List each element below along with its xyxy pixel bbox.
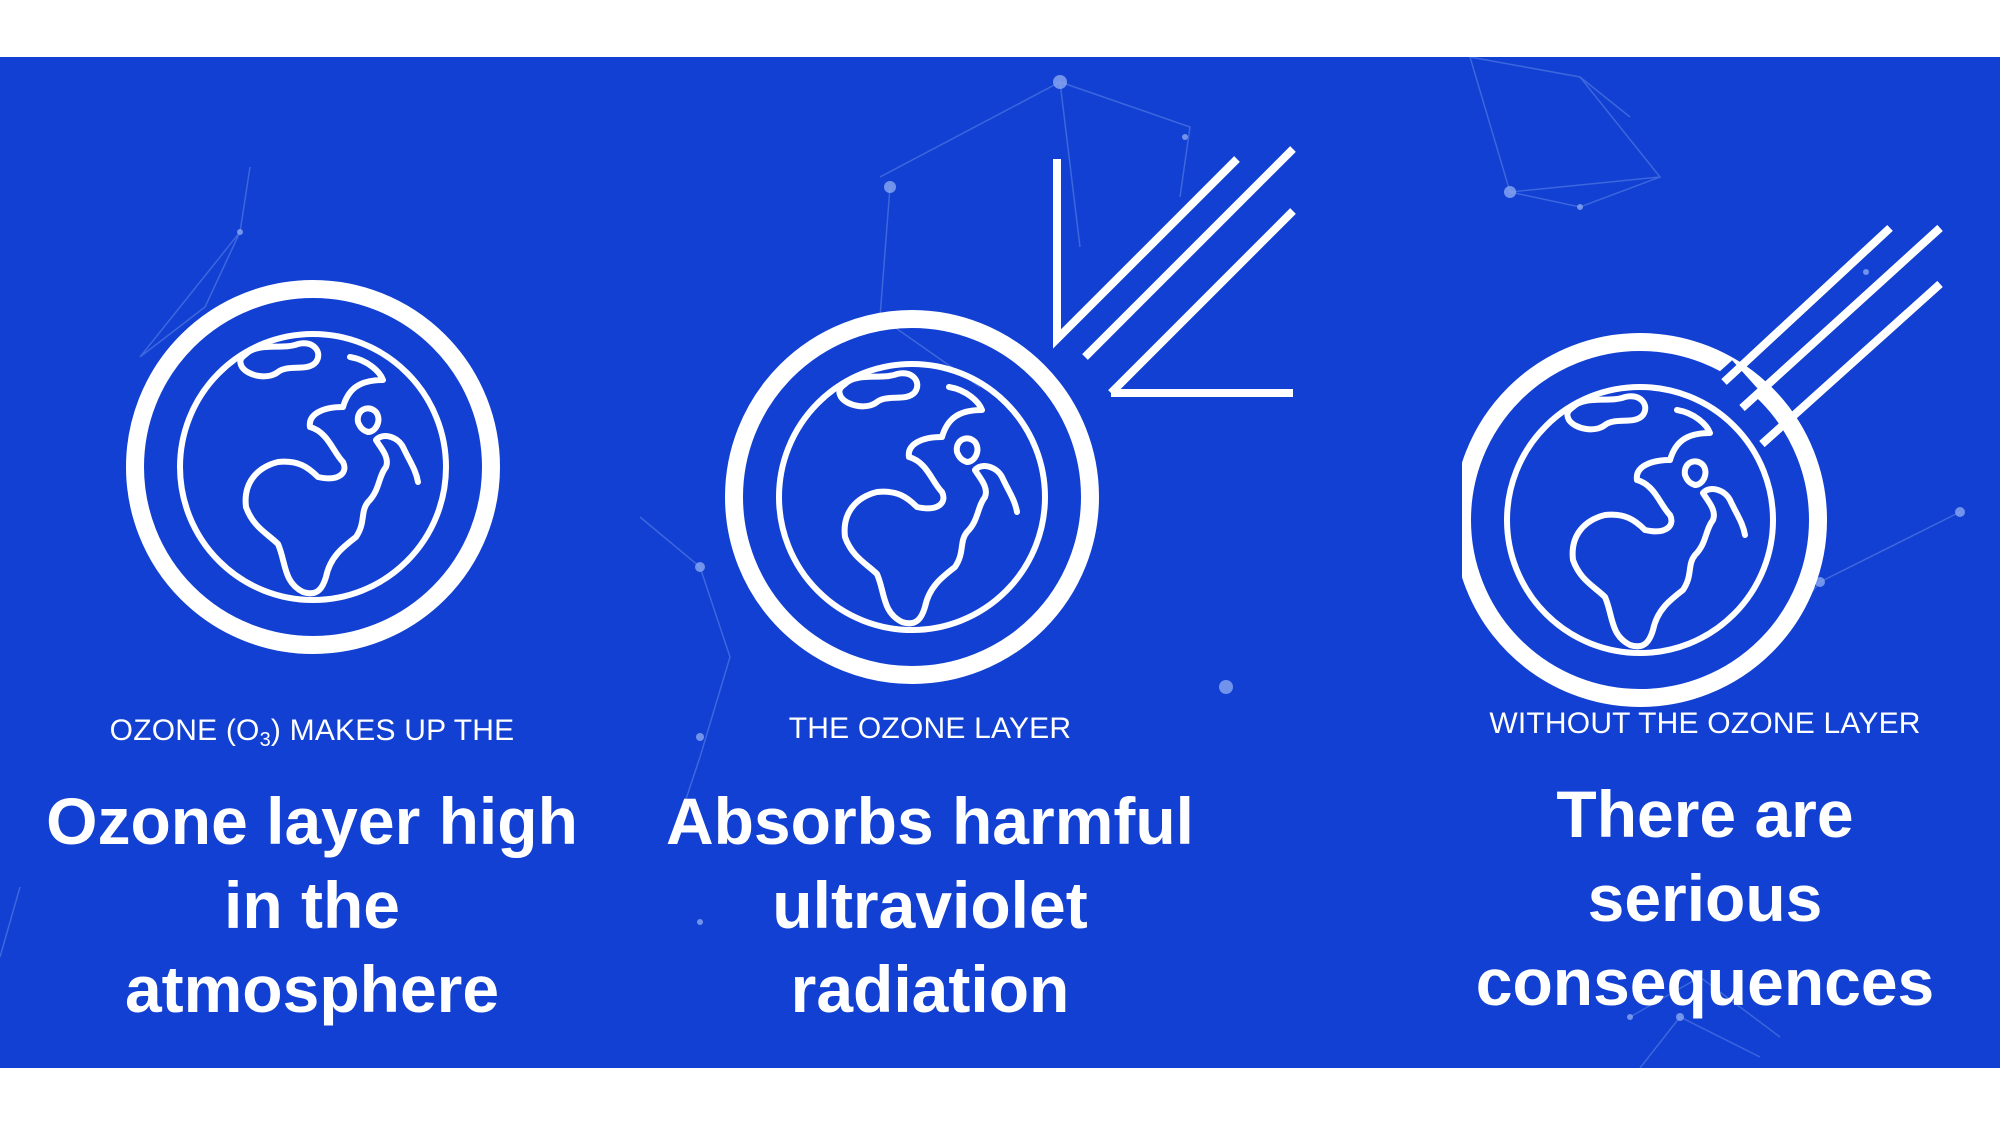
earth-hit-by-uv-rays-icon bbox=[1462, 225, 1943, 707]
headline-line: radiation bbox=[790, 952, 1070, 1026]
headline-line: ultraviolet bbox=[772, 868, 1088, 942]
headline-serious-consequences: There are serious consequences bbox=[1395, 772, 2000, 1024]
headline-ozone-layer-high: Ozone layer high in the atmosphere bbox=[2, 779, 622, 1031]
caption-without-ozone-layer: WITHOUT THE OZONE LAYER bbox=[1489, 707, 1921, 740]
headline-absorbs-harmful: Absorbs harmful ultraviolet radiation bbox=[620, 779, 1240, 1031]
headline-line: consequences bbox=[1475, 945, 1935, 1019]
earth-reflecting-uv-rays-icon bbox=[725, 146, 1296, 684]
earth-with-ozone-ring-icon bbox=[126, 280, 500, 654]
headline-line: atmosphere bbox=[124, 952, 500, 1026]
infographic-banner: OZONE (O3) MAKES UP THE THE OZONE LAYER … bbox=[0, 57, 2000, 1068]
network-background-pattern bbox=[0, 57, 1965, 1068]
headline-line: Ozone layer high bbox=[46, 784, 578, 858]
headline-line: serious bbox=[1587, 861, 1823, 935]
headline-line: Absorbs harmful bbox=[665, 784, 1195, 858]
headline-line: There are bbox=[1556, 777, 1854, 851]
caption-the-ozone-layer: THE OZONE LAYER bbox=[788, 712, 1072, 745]
caption-ozone-makes-up: OZONE (O3) MAKES UP THE bbox=[109, 714, 515, 751]
headline-line: in the bbox=[224, 868, 400, 942]
